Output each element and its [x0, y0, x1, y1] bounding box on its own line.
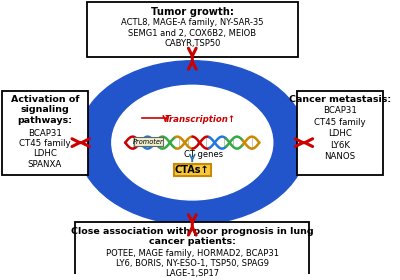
Text: SEMG1 and 2, COX6B2, MEIOB: SEMG1 and 2, COX6B2, MEIOB	[128, 29, 256, 38]
Text: Activation of: Activation of	[10, 95, 79, 104]
Text: BCAP31: BCAP31	[323, 106, 357, 115]
Circle shape	[112, 85, 273, 200]
FancyBboxPatch shape	[76, 223, 309, 278]
Text: CABYR,TSP50: CABYR,TSP50	[164, 39, 220, 48]
Text: LDHC: LDHC	[328, 129, 352, 138]
Text: LAGE-1,SP17: LAGE-1,SP17	[165, 269, 219, 278]
Text: ACTL8, MAGE-A family, NY-SAR-35: ACTL8, MAGE-A family, NY-SAR-35	[121, 18, 264, 27]
FancyBboxPatch shape	[87, 2, 298, 57]
Text: NANOS: NANOS	[324, 152, 355, 161]
Text: pathways:: pathways:	[17, 116, 72, 125]
Text: signaling: signaling	[20, 105, 69, 114]
Circle shape	[77, 61, 307, 225]
Text: Close association with poor prognosis in lung: Close association with poor prognosis in…	[71, 227, 314, 235]
Text: POTEE, MAGE family, HORMAD2, BCAP31: POTEE, MAGE family, HORMAD2, BCAP31	[106, 249, 279, 258]
FancyBboxPatch shape	[2, 91, 88, 175]
Text: LDHC: LDHC	[33, 150, 57, 158]
Text: BCAP31: BCAP31	[28, 129, 62, 138]
FancyBboxPatch shape	[297, 91, 383, 175]
Text: CT genes: CT genes	[184, 150, 223, 159]
Text: LY6K: LY6K	[330, 141, 350, 150]
Text: LY6, BORIS, NY-ESO-1, TSP50, SPAG9: LY6, BORIS, NY-ESO-1, TSP50, SPAG9	[116, 259, 269, 268]
FancyBboxPatch shape	[174, 164, 211, 176]
FancyBboxPatch shape	[134, 137, 163, 146]
Text: Transcription↑: Transcription↑	[164, 115, 236, 124]
Text: Cancer metastasis:: Cancer metastasis:	[289, 95, 391, 104]
Text: CTAs↑: CTAs↑	[175, 165, 210, 175]
Text: Tumor growth:: Tumor growth:	[151, 7, 234, 17]
Text: SPANXA: SPANXA	[28, 160, 62, 169]
Text: CT45 family: CT45 family	[314, 118, 366, 127]
Text: Promoter: Promoter	[133, 139, 164, 145]
Text: cancer patients:: cancer patients:	[149, 237, 236, 246]
Text: CT45 family: CT45 family	[19, 139, 70, 148]
